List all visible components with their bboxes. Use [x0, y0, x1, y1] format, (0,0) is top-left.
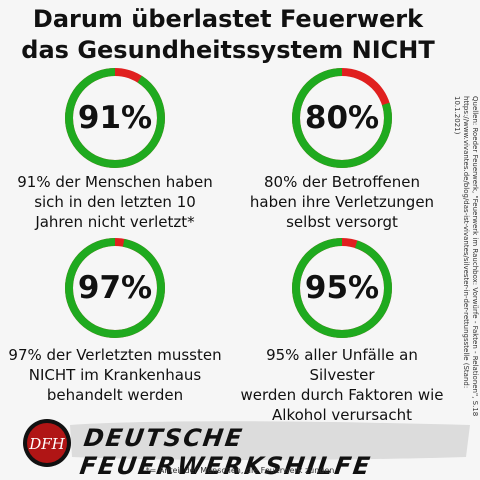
caption-line: werden durch Faktoren wie — [240, 386, 444, 404]
stat-value: 91% — [77, 100, 153, 136]
caption-line: Alkohol verursacht — [272, 406, 412, 424]
stat-ring-97: 97% — [63, 236, 167, 340]
stat-value: 80% — [304, 100, 380, 136]
caption-line: 95% aller Unfälle an Silvester — [266, 346, 418, 384]
stat-ring-91: 91% — [63, 66, 167, 170]
stat-value: 97% — [77, 270, 153, 306]
ring-good-segment — [65, 238, 165, 338]
page-title: Darum überlastet Feuerwerk das Gesundhei… — [0, 4, 456, 66]
title-line-1: Darum überlastet Feuerwerk — [32, 5, 424, 33]
source-citation: Quellen: Roeder Feuerwerk, "Feuerwerk im… — [453, 96, 479, 426]
logo-emblem: DFH — [23, 419, 71, 467]
stat-caption: 95% aller Unfälle an Silvester werden du… — [232, 345, 452, 425]
ring-good-segment — [292, 238, 392, 338]
stat-ring-95: 95% — [290, 236, 394, 340]
caption-line: 80% der Betroffenen — [263, 173, 420, 191]
stat-caption: 97% der Verletzten mussten NICHT im Kran… — [5, 345, 225, 405]
caption-line: 97% der Verletzten mussten — [8, 346, 222, 364]
brushstroke-shape — [70, 421, 470, 460]
caption-line: Jahren nicht verletzt* — [35, 213, 195, 231]
caption-line: sich in den letzten 10 — [34, 193, 196, 211]
caption-line: haben ihre Verletzungen — [249, 193, 435, 211]
caption-line: selbst versorgt — [286, 213, 398, 231]
source-line-2: https://www.vivantes.de/blog/das-ist-viv… — [453, 96, 470, 389]
logo-text: DFH — [28, 435, 65, 453]
donut-ring — [292, 238, 392, 338]
logo-inner-circle — [27, 423, 67, 463]
donut-ring — [65, 238, 165, 338]
footer-brushstroke — [70, 421, 470, 460]
stat-ring-80: 80% — [290, 66, 394, 170]
ring-good-segment — [65, 68, 165, 168]
title-line-2: das Gesundheitssystem NICHT — [21, 36, 435, 64]
caption-line: 91% der Menschen haben — [17, 173, 213, 191]
donut-ring — [292, 68, 392, 168]
footnote: *= Anteil der Menschen, die Feuerwerk zü… — [145, 466, 335, 475]
ring-good-segment — [292, 68, 392, 168]
dfh-logo: DFH — [22, 418, 72, 468]
caption-line: behandelt werden — [46, 386, 184, 404]
stat-caption: 80% der Betroffenen haben ihre Verletzun… — [232, 172, 452, 232]
stat-caption: 91% der Menschen haben sich in den letzt… — [5, 172, 225, 232]
donut-ring — [65, 68, 165, 168]
caption-line: NICHT im Krankenhaus — [28, 366, 202, 384]
stat-value: 95% — [304, 270, 380, 306]
source-line-1: Quellen: Roeder Feuerwerk, "Feuerwerk im… — [471, 96, 479, 417]
